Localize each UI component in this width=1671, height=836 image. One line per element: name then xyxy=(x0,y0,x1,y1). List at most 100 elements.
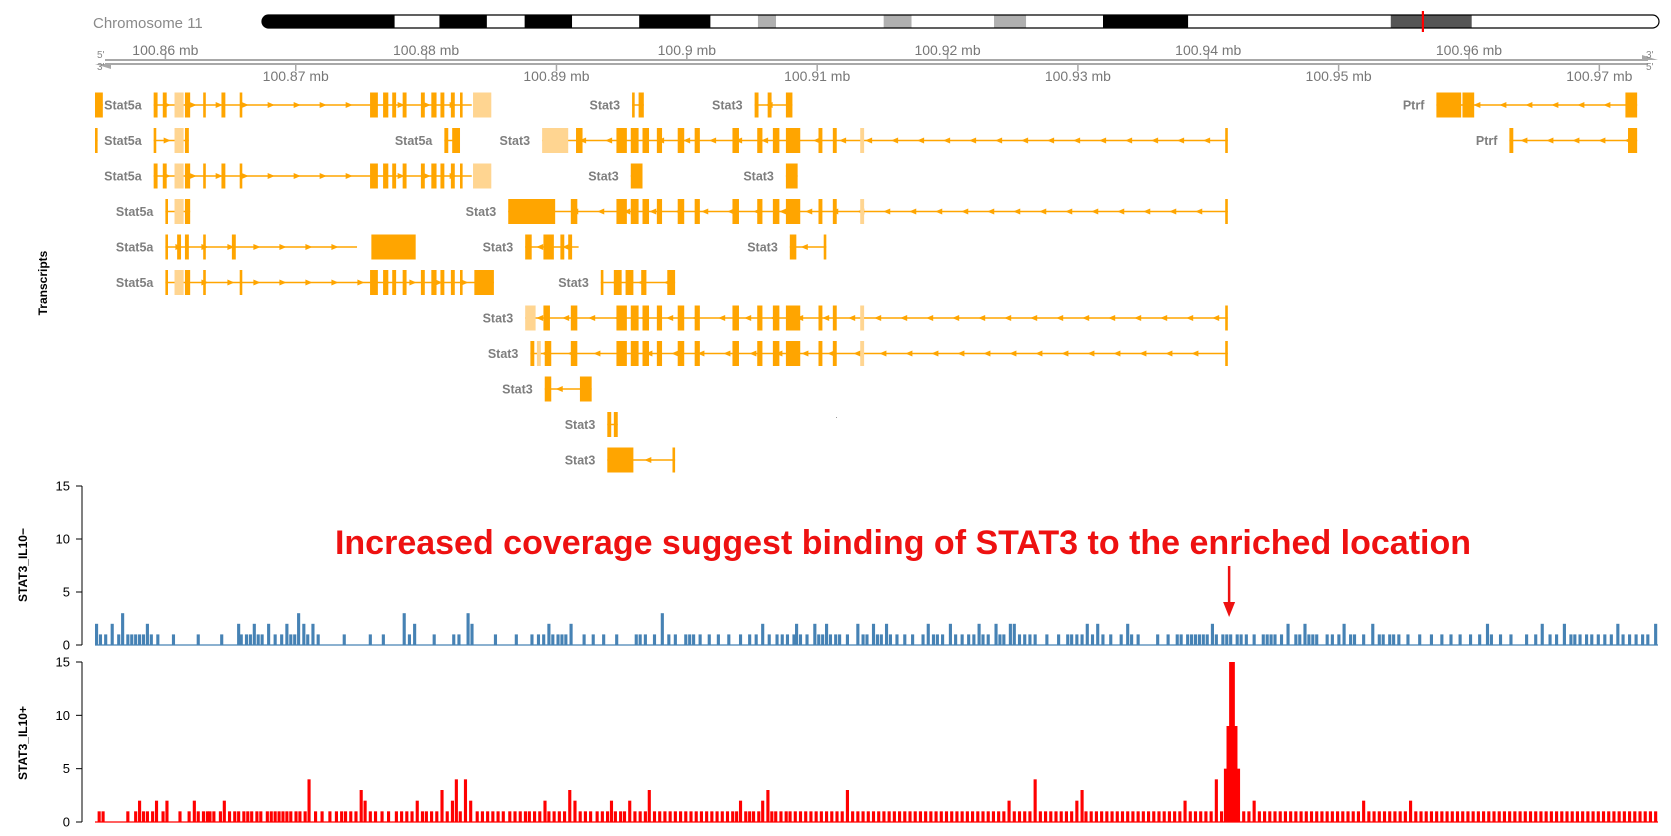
exon xyxy=(184,199,191,224)
coverage-track: 0 5 10 15 STAT3_IL10− xyxy=(16,479,1658,653)
coverage-bar xyxy=(1070,634,1074,645)
coverage-bar xyxy=(903,811,907,822)
coverage-bar xyxy=(1057,634,1061,645)
exon xyxy=(525,234,532,260)
exon xyxy=(184,163,191,189)
coverage-bar xyxy=(877,811,881,822)
coverage-bar xyxy=(1539,811,1543,822)
gene-label: Stat3 xyxy=(588,170,619,184)
coverage-bar xyxy=(825,623,829,645)
coverage-bar xyxy=(1120,811,1125,822)
exon xyxy=(616,305,627,331)
strand-arrow xyxy=(267,173,275,179)
strand-arrow xyxy=(697,350,705,357)
coverage-bar xyxy=(1397,634,1401,645)
coverage-bar xyxy=(1641,634,1645,645)
coverage-bar xyxy=(1352,634,1357,645)
coverage-bar xyxy=(1166,634,1170,645)
axis-tick-label: 100.94 mb xyxy=(1175,42,1241,58)
coverage-bar xyxy=(1183,800,1187,822)
coverage-bar xyxy=(1403,811,1407,822)
coverage-bar xyxy=(1179,634,1183,645)
coverage-bar xyxy=(237,623,241,645)
coverage-bar xyxy=(965,811,969,822)
coverage-bar xyxy=(1578,634,1582,645)
strand-arrow xyxy=(1572,137,1580,144)
exon xyxy=(785,341,801,366)
exon xyxy=(508,199,556,224)
ideogram-band xyxy=(486,15,525,28)
utr-exon xyxy=(860,199,865,224)
exon xyxy=(656,341,663,366)
annotation-text: Increased coverage suggest binding of ST… xyxy=(335,524,1471,562)
exon xyxy=(165,199,169,224)
strand-arrow xyxy=(397,102,405,108)
strand-arrow xyxy=(1065,208,1073,215)
annotation-arrow-head xyxy=(1223,602,1236,617)
coverage-bar xyxy=(1286,623,1290,645)
coverage-bar xyxy=(518,811,522,822)
coverage-bar xyxy=(1534,634,1538,645)
coverage-bar xyxy=(1190,634,1194,645)
coverage-bar xyxy=(306,634,310,645)
coverage-bar xyxy=(227,811,232,822)
coverage-bar xyxy=(647,790,651,822)
coverage-bar xyxy=(1489,634,1493,645)
exon xyxy=(785,199,801,224)
coverage-bar xyxy=(1596,634,1600,645)
exon xyxy=(570,305,578,331)
coverage-bar xyxy=(280,634,284,645)
exon xyxy=(162,92,167,118)
coverage-bar xyxy=(1188,811,1192,822)
coverage-bar xyxy=(1080,790,1084,822)
exon xyxy=(642,305,650,331)
coverage-bar xyxy=(578,811,582,822)
exon xyxy=(630,128,639,153)
coverage-bar xyxy=(731,811,735,822)
coverage-bar xyxy=(452,634,456,645)
coverage-bar xyxy=(1012,811,1016,822)
transcripts-track: Transcripts Stat5a Stat3 Stat3 Ptrf Stat5a Sta… xyxy=(36,92,1638,473)
coverage-bar xyxy=(1325,634,1329,645)
ideogram-band xyxy=(1188,15,1310,28)
strand-arrow xyxy=(1047,137,1055,144)
coverage-bar xyxy=(1023,811,1027,822)
coverage-bar xyxy=(363,800,367,822)
coverage-bar xyxy=(1596,811,1600,822)
strand-arrow xyxy=(874,315,882,321)
strand-arrow xyxy=(241,102,249,108)
strand-arrow xyxy=(279,244,287,250)
exon xyxy=(95,92,103,118)
coverage-bar xyxy=(1429,634,1434,645)
coverage-bar xyxy=(821,634,825,645)
exon xyxy=(544,341,552,366)
ideogram-outline xyxy=(261,14,1660,29)
stray-dot xyxy=(836,417,837,418)
strand-arrow xyxy=(215,173,223,179)
coverage-bar xyxy=(430,811,434,822)
exon xyxy=(579,376,592,402)
exon xyxy=(642,341,650,366)
coverage-bar xyxy=(798,634,803,645)
coverage-bar xyxy=(1204,811,1208,822)
exon xyxy=(632,92,635,118)
strand-arrow xyxy=(1499,102,1507,108)
coverage-bar xyxy=(1482,811,1486,822)
coverage-bar xyxy=(192,800,196,822)
coverage-bar xyxy=(1377,634,1381,645)
coverage-bar xyxy=(779,811,783,822)
exon xyxy=(672,447,676,473)
strand-arrow xyxy=(943,137,951,144)
exon xyxy=(818,305,823,331)
strand-arrow xyxy=(588,315,596,321)
strand-arrow xyxy=(319,102,327,108)
coverage-bar xyxy=(1351,811,1355,822)
coverage-bar xyxy=(1096,623,1100,645)
axis-tick-label: 100.97 mb xyxy=(1566,68,1632,84)
coverage-bar xyxy=(1126,811,1130,822)
coverage-bar xyxy=(921,634,925,645)
coverage-bar xyxy=(1075,800,1079,822)
transcript: Stat3 xyxy=(588,163,643,189)
coverage-bar xyxy=(1646,634,1650,645)
coverage-bar xyxy=(875,634,879,645)
